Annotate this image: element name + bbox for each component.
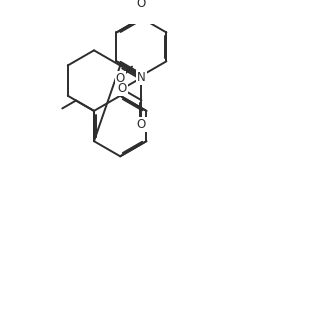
Text: O: O — [116, 72, 125, 85]
Text: N: N — [137, 71, 146, 84]
Text: O: O — [137, 0, 146, 10]
Text: O: O — [117, 82, 127, 95]
Text: O: O — [137, 118, 146, 131]
